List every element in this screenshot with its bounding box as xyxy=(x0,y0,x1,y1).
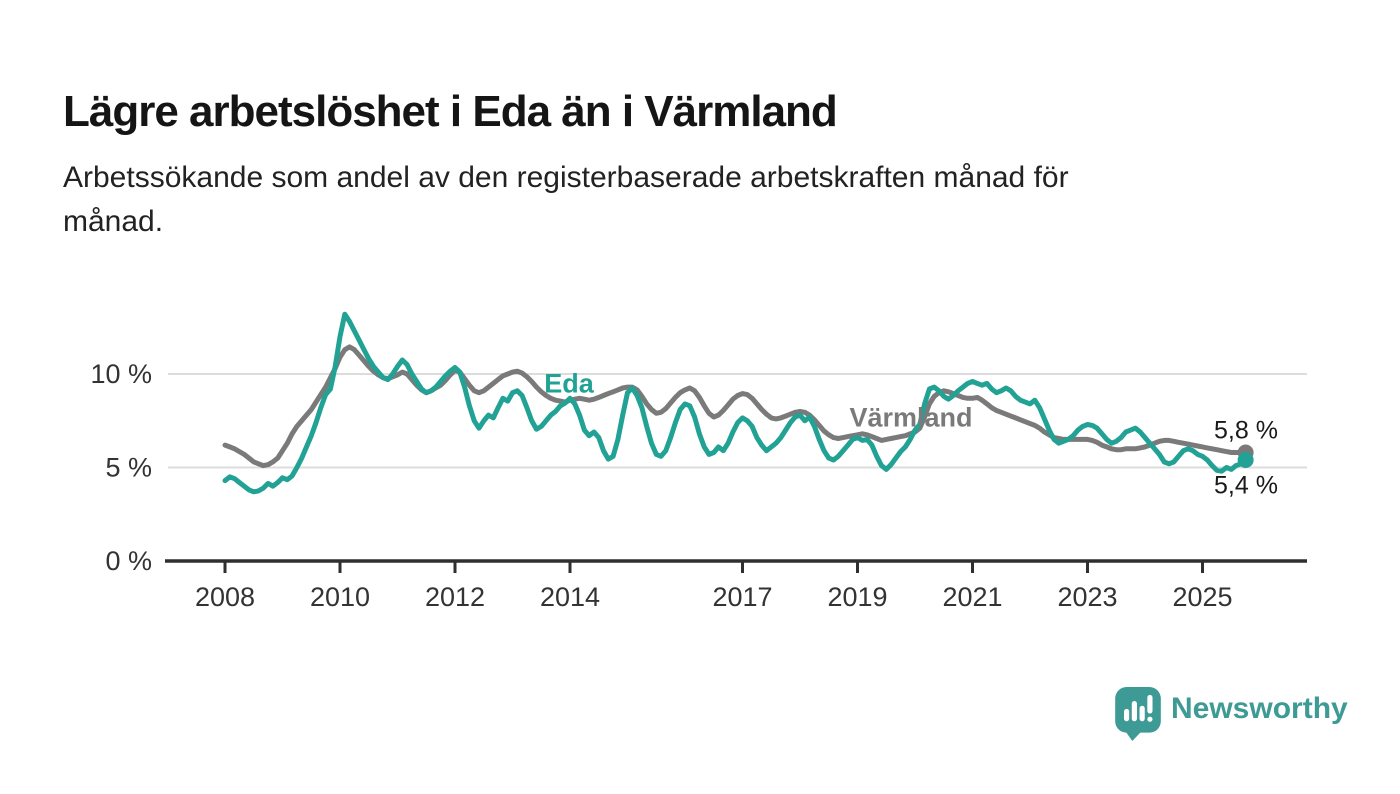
logo-bubble-tail xyxy=(1123,728,1145,741)
x-tick-label-2023: 2023 xyxy=(1057,582,1117,612)
newsworthy-logo-text: Newsworthy xyxy=(1171,692,1348,725)
x-tick-label-2019: 2019 xyxy=(827,582,887,612)
series-label-eda: Eda xyxy=(544,368,594,399)
logo-exclamation-dot xyxy=(1147,716,1153,722)
chart-title: Lägre arbetslöshet i Eda än i Värmland xyxy=(63,87,838,137)
logo-bar-3 xyxy=(1139,705,1145,722)
x-tick-label-2012: 2012 xyxy=(425,582,485,612)
x-tick-label-2010: 2010 xyxy=(310,582,370,612)
end-value-label-eda: 5,4 % xyxy=(1214,471,1278,500)
x-tick-label-2021: 2021 xyxy=(942,582,1002,612)
newsworthy-logo-icon xyxy=(1115,687,1161,741)
y-tick-label-10: 10 % xyxy=(90,359,152,389)
x-tick-label-2014: 2014 xyxy=(540,582,600,612)
x-tick-label-2017: 2017 xyxy=(712,582,772,612)
logo-exclamation-bar xyxy=(1147,694,1153,714)
newsworthy-logo: Newsworthy xyxy=(1114,686,1348,742)
y-tick-label-0: 0 % xyxy=(105,546,152,576)
chart-subtitle-line1: Arbetssökande som andel av den registerb… xyxy=(63,161,1069,194)
series-line-eda xyxy=(222,311,1249,495)
end-value-label-varmland: 5,8 % xyxy=(1214,416,1278,445)
x-tick-label-2008: 2008 xyxy=(195,582,255,612)
series-label-varmland: Värmland xyxy=(849,402,973,433)
end-dot-eda xyxy=(1237,452,1254,469)
y-tick-label-5: 5 % xyxy=(105,453,152,483)
chart-subtitle: Arbetssökande som andel av den registerb… xyxy=(63,156,1069,243)
chart-subtitle-line2: månad. xyxy=(63,204,164,238)
logo-bar-2 xyxy=(1131,701,1137,722)
x-tick-label-2025: 2025 xyxy=(1172,582,1232,612)
series-line-varmland xyxy=(222,344,1249,469)
logo-bubble xyxy=(1115,687,1161,733)
logo-bar-1 xyxy=(1124,708,1130,722)
